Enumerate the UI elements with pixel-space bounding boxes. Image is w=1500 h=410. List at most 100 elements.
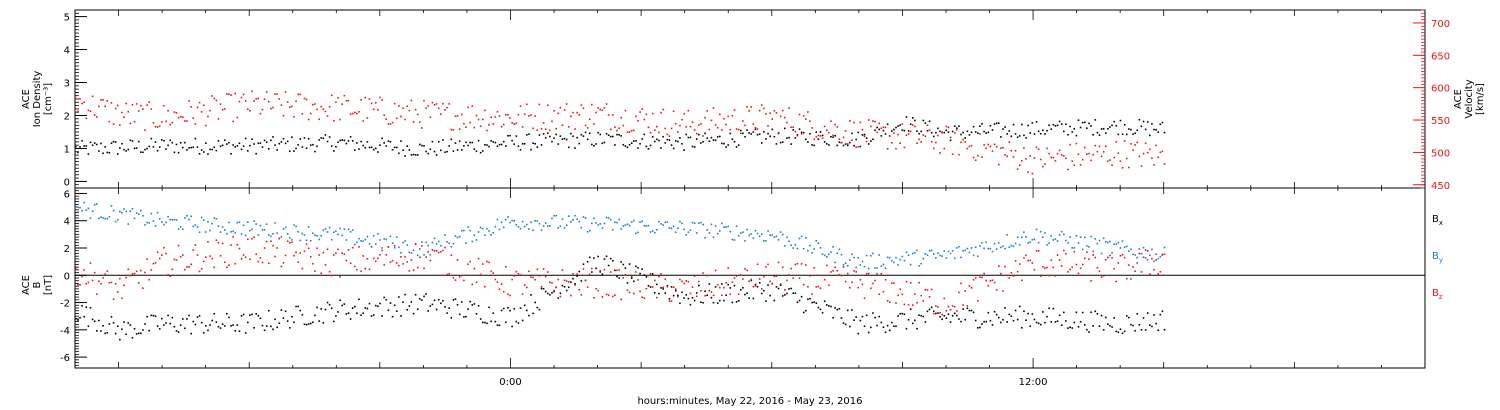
data-point xyxy=(922,257,925,260)
data-point xyxy=(131,104,134,106)
data-point xyxy=(609,271,612,273)
data-point xyxy=(140,332,142,335)
data-point xyxy=(970,131,973,134)
data-point xyxy=(821,253,824,256)
data-point xyxy=(563,227,566,229)
data-point xyxy=(563,279,566,282)
data-point xyxy=(1102,275,1105,277)
data-point xyxy=(811,301,813,304)
data-point xyxy=(909,263,912,266)
data-point xyxy=(249,258,251,261)
data-point xyxy=(802,115,805,117)
data-point xyxy=(574,147,576,149)
data-point xyxy=(928,129,931,131)
data-point xyxy=(469,121,471,124)
data-point xyxy=(137,110,140,112)
data-point xyxy=(240,233,243,235)
data-point xyxy=(735,301,738,303)
data-point xyxy=(1042,129,1044,132)
data-point xyxy=(230,244,232,246)
data-point xyxy=(272,106,274,109)
data-point xyxy=(303,250,306,253)
data-point xyxy=(779,283,782,285)
data-point xyxy=(666,221,669,223)
data-point xyxy=(989,125,992,127)
data-point xyxy=(966,130,969,133)
data-point xyxy=(322,251,325,254)
data-point xyxy=(765,300,767,302)
data-point xyxy=(1096,266,1099,269)
data-point xyxy=(1006,133,1008,135)
data-point xyxy=(1088,258,1090,260)
data-point xyxy=(232,324,234,326)
data-point xyxy=(809,244,811,247)
data-point xyxy=(366,117,369,119)
data-point xyxy=(1094,119,1097,121)
data-point xyxy=(374,243,377,245)
data-point xyxy=(968,309,971,312)
data-point xyxy=(872,282,874,285)
data-point xyxy=(364,146,367,149)
data-point xyxy=(263,247,266,249)
data-point xyxy=(685,133,688,136)
data-point xyxy=(802,283,805,286)
data-point xyxy=(857,145,860,148)
data-point xyxy=(184,120,186,122)
data-point xyxy=(215,239,218,242)
data-point xyxy=(368,98,371,100)
data-point xyxy=(213,97,216,100)
data-point xyxy=(1021,160,1023,162)
data-point xyxy=(794,137,797,139)
data-point xyxy=(935,131,937,134)
data-point xyxy=(991,129,994,131)
data-point xyxy=(1046,244,1048,246)
data-point xyxy=(744,240,746,242)
data-point xyxy=(416,308,419,311)
data-point xyxy=(1018,305,1021,308)
data-point xyxy=(914,251,916,254)
data-point xyxy=(234,232,237,234)
data-point xyxy=(1058,120,1061,123)
data-point xyxy=(328,105,331,108)
data-point xyxy=(532,127,534,130)
data-point xyxy=(943,131,946,134)
data-point xyxy=(494,116,497,118)
data-point xyxy=(343,253,346,256)
data-point xyxy=(605,255,608,258)
data-point xyxy=(402,107,404,109)
data-point xyxy=(400,256,402,258)
data-point xyxy=(616,129,618,132)
data-point xyxy=(1142,120,1145,123)
data-point xyxy=(542,225,545,227)
data-point xyxy=(574,284,576,286)
data-point xyxy=(230,230,232,233)
data-point xyxy=(125,276,127,279)
data-point xyxy=(171,141,174,144)
data-point xyxy=(582,107,585,110)
data-point xyxy=(974,131,977,133)
data-point xyxy=(328,226,331,229)
data-point xyxy=(714,225,717,227)
data-point xyxy=(299,239,302,242)
data-point xyxy=(1000,321,1002,324)
data-point xyxy=(79,283,81,286)
data-point xyxy=(163,223,165,226)
data-point xyxy=(1037,130,1040,133)
data-point xyxy=(299,252,302,254)
data-point xyxy=(463,122,465,125)
data-point xyxy=(891,259,893,262)
data-point xyxy=(735,275,738,277)
data-point xyxy=(993,123,996,125)
data-point xyxy=(184,217,186,219)
data-point xyxy=(1130,323,1132,326)
data-point xyxy=(370,102,373,105)
data-point xyxy=(817,306,820,309)
data-point xyxy=(389,235,392,238)
data-point xyxy=(360,314,362,317)
data-point xyxy=(142,108,144,110)
data-point xyxy=(672,294,675,297)
data-point xyxy=(402,241,404,244)
data-point xyxy=(303,234,306,236)
data-point xyxy=(1075,134,1078,137)
data-point xyxy=(760,233,763,235)
